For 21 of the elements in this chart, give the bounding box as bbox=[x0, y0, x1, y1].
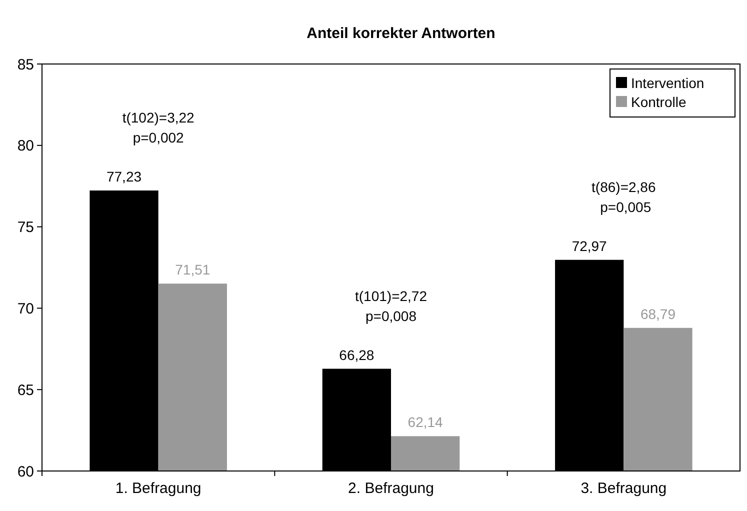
legend-label: Intervention bbox=[631, 74, 704, 91]
x-tick-label: 2. Befragung bbox=[348, 480, 434, 497]
annotation: t(86)=2,86 p=0,005 bbox=[592, 178, 656, 215]
data-label: 71,51 bbox=[175, 262, 210, 278]
annotation: t(102)=3,22 p=0,002 bbox=[122, 109, 195, 146]
chart-title: Anteil korrekter Antworten bbox=[306, 25, 496, 42]
y-tick-label: 70 bbox=[17, 300, 34, 318]
data-label: 62,14 bbox=[408, 414, 444, 430]
legend-label: Kontrolle bbox=[631, 94, 686, 110]
data-label: 77,23 bbox=[106, 168, 142, 184]
x-tick-label: 3. Befragung bbox=[580, 480, 667, 497]
y-tick-label: 85 bbox=[17, 56, 34, 74]
annotation: t(101)=2,72 p=0,008 bbox=[355, 288, 428, 324]
data-label: 68,79 bbox=[640, 306, 676, 322]
data-label: 72,97 bbox=[572, 238, 608, 254]
data-label: 66,28 bbox=[339, 346, 374, 363]
y-tick-label: 75 bbox=[17, 219, 34, 236]
y-tick-label: 80 bbox=[17, 138, 34, 155]
x-tick-label: 1. Befragung bbox=[115, 480, 202, 497]
y-tick-label: 60 bbox=[17, 463, 34, 480]
y-tick-label: 65 bbox=[17, 382, 34, 399]
